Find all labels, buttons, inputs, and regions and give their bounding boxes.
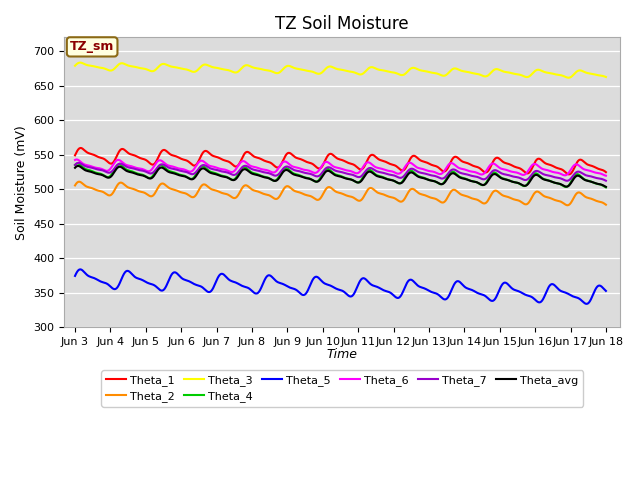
Theta_7 xyxy=(71,162,79,168)
Theta_4 xyxy=(602,184,610,190)
Theta_avg xyxy=(602,184,610,190)
Theta_1 xyxy=(328,151,335,157)
Theta_2 xyxy=(388,194,396,200)
Line: Theta_5: Theta_5 xyxy=(75,269,606,304)
Theta_avg xyxy=(74,163,82,169)
Theta_6 xyxy=(360,164,367,169)
Theta_6 xyxy=(388,168,396,174)
Theta_7 xyxy=(563,178,570,184)
Theta_3 xyxy=(602,74,610,80)
Title: TZ Soil Moisture: TZ Soil Moisture xyxy=(275,15,409,33)
Legend: Theta_1, Theta_2, Theta_3, Theta_4, Theta_5, Theta_6, Theta_7, Theta_avg: Theta_1, Theta_2, Theta_3, Theta_4, Thet… xyxy=(101,371,583,407)
Theta_5 xyxy=(71,273,79,279)
Theta_5 xyxy=(583,301,591,307)
Theta_6 xyxy=(602,173,610,179)
Theta_3 xyxy=(324,64,332,70)
Theta_2 xyxy=(591,198,599,204)
X-axis label: Time: Time xyxy=(327,348,358,361)
Theta_7 xyxy=(602,178,610,184)
Theta_4 xyxy=(508,179,515,184)
Theta_7 xyxy=(328,166,335,171)
Theta_3 xyxy=(388,70,396,75)
Theta_3 xyxy=(71,63,79,69)
Theta_6 xyxy=(71,157,79,163)
Text: TZ_sm: TZ_sm xyxy=(70,40,115,53)
Theta_6 xyxy=(590,169,598,175)
Line: Theta_1: Theta_1 xyxy=(75,148,606,174)
Theta_avg xyxy=(324,168,332,174)
Theta_3 xyxy=(591,72,599,77)
Line: Theta_4: Theta_4 xyxy=(75,164,606,187)
Theta_4 xyxy=(590,180,598,186)
Theta_5 xyxy=(388,291,396,297)
Theta_4 xyxy=(388,177,396,183)
Theta_2 xyxy=(564,203,572,208)
Line: Theta_6: Theta_6 xyxy=(75,159,606,176)
Theta_6 xyxy=(72,156,80,162)
Theta_avg xyxy=(590,180,598,186)
Theta_7 xyxy=(324,164,332,170)
Theta_1 xyxy=(508,162,515,168)
Theta_3 xyxy=(77,60,84,65)
Theta_4 xyxy=(71,162,79,168)
Theta_4 xyxy=(74,161,81,167)
Theta_5 xyxy=(328,283,335,289)
Theta_2 xyxy=(71,182,79,188)
Theta_1 xyxy=(565,171,573,177)
Theta_6 xyxy=(328,162,335,168)
Theta_2 xyxy=(360,194,367,200)
Theta_7 xyxy=(388,172,396,178)
Theta_7 xyxy=(360,171,367,177)
Theta_3 xyxy=(565,75,573,81)
Theta_2 xyxy=(328,185,335,191)
Theta_1 xyxy=(388,162,396,168)
Theta_1 xyxy=(324,152,332,158)
Theta_avg xyxy=(71,165,79,171)
Theta_6 xyxy=(508,168,515,174)
Theta_avg xyxy=(328,169,335,175)
Theta_5 xyxy=(602,288,610,294)
Theta_avg xyxy=(388,178,396,183)
Line: Theta_3: Theta_3 xyxy=(75,62,606,78)
Theta_avg xyxy=(360,175,367,181)
Theta_7 xyxy=(508,173,515,179)
Theta_2 xyxy=(324,184,332,190)
Theta_2 xyxy=(76,179,83,185)
Theta_3 xyxy=(508,70,515,76)
Theta_4 xyxy=(324,166,332,172)
Theta_1 xyxy=(360,165,367,171)
Y-axis label: Soil Moisture (mV): Soil Moisture (mV) xyxy=(15,125,28,240)
Theta_7 xyxy=(74,160,82,166)
Theta_4 xyxy=(360,174,367,180)
Line: Theta_7: Theta_7 xyxy=(75,163,606,181)
Theta_4 xyxy=(328,168,335,174)
Theta_5 xyxy=(77,266,84,272)
Theta_1 xyxy=(71,153,79,158)
Theta_7 xyxy=(591,175,599,180)
Line: Theta_2: Theta_2 xyxy=(75,182,606,205)
Theta_avg xyxy=(508,179,515,184)
Theta_2 xyxy=(508,195,515,201)
Theta_6 xyxy=(324,160,332,166)
Theta_5 xyxy=(324,282,332,288)
Theta_5 xyxy=(591,287,599,292)
Theta_1 xyxy=(602,169,610,175)
Theta_3 xyxy=(328,64,335,70)
Line: Theta_avg: Theta_avg xyxy=(75,166,606,187)
Theta_5 xyxy=(360,276,367,281)
Theta_5 xyxy=(508,285,515,290)
Theta_1 xyxy=(591,165,599,170)
Theta_3 xyxy=(360,71,367,76)
Theta_2 xyxy=(602,202,610,207)
Theta_1 xyxy=(77,145,84,151)
